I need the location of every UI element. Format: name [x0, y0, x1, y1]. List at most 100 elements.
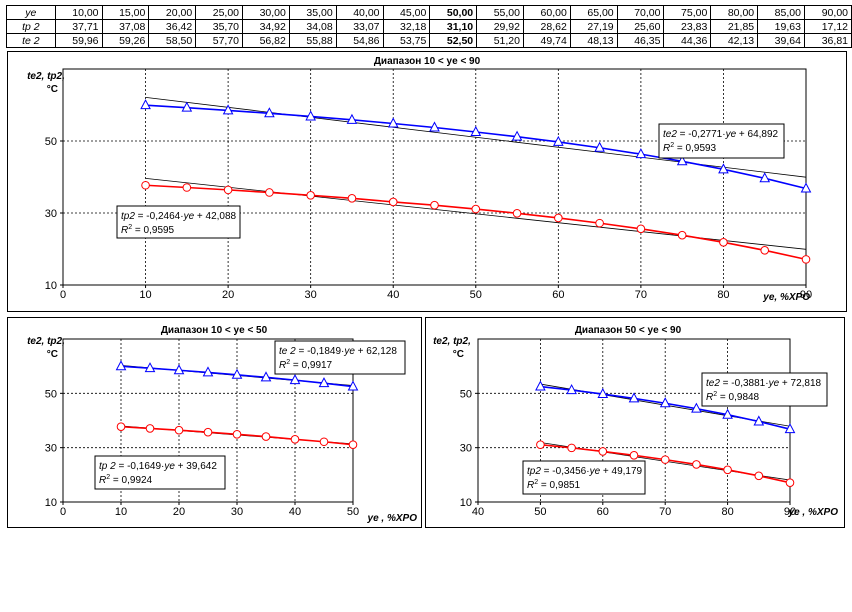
chart-title: Диапазон 10 < ye < 50: [161, 325, 268, 336]
te2-point: [800, 182, 812, 193]
tp2-point: [319, 437, 329, 447]
tp2-point: [536, 440, 545, 449]
table-row: ye 10,00 15,00 20,00 25,00 30,00 35,00 40,00 45,…: [6, 5, 852, 20]
x-tick-label: 50: [347, 506, 359, 518]
y-tick-label: 50: [45, 388, 57, 400]
te2-point: [264, 107, 275, 118]
tp2-point: [203, 427, 213, 437]
chart-title: Диапазон 10 < ye < 90: [374, 56, 481, 67]
te2-point: [181, 101, 193, 112]
te2-point: [718, 163, 729, 174]
table-cell: 59,96: [54, 33, 103, 48]
r-squared-label: R2 = 0,9924: [99, 474, 153, 486]
r-squared-label: R2 = 0,9848: [706, 391, 760, 403]
x-tick-label: 70: [635, 289, 647, 301]
te2-point: [470, 125, 482, 136]
equation-box-frame: [94, 455, 226, 490]
tp2-point: [754, 471, 764, 481]
table-cell: 28,62: [522, 19, 571, 34]
table-cell: 19,63: [757, 19, 805, 34]
table-cell: 15,00: [101, 5, 150, 20]
y-tick-label: 30: [45, 443, 57, 455]
table-cell: 35,00: [288, 5, 337, 20]
y-tick-label: 30: [45, 208, 57, 220]
tp2-point: [348, 440, 358, 449]
table-cell: 55,00: [476, 5, 524, 20]
y-tick-label: 50: [45, 136, 57, 148]
y-axis-label: °C: [47, 349, 58, 360]
table-cell: 46,35: [616, 33, 665, 48]
chart-panel-high: 40 50 60 70 80 90 10 30 50 Диапазон 50 < ye < 90 t…: [425, 317, 845, 528]
plot-area: [62, 68, 807, 286]
table-cell: 52,50: [429, 33, 478, 48]
tp2-point: [554, 213, 563, 223]
x-axis-label: ye , %ХРО: [367, 513, 418, 524]
x-axis-label: ye, %ХРО: [762, 292, 810, 303]
tp2-point: [116, 422, 126, 432]
x-tick-label: 30: [305, 289, 317, 301]
tp2-point: [145, 424, 155, 433]
table-cell: 35,70: [195, 19, 244, 34]
table-cell: 55,88: [288, 33, 337, 48]
table-cell: 85,00: [757, 5, 805, 20]
r-squared-label: R2 = 0,9851: [527, 479, 581, 491]
y-tick-label: 10: [45, 280, 57, 292]
x-tick-label: 10: [139, 289, 151, 301]
table-cell: 34,92: [242, 19, 290, 34]
x-tick-label: 80: [721, 506, 733, 518]
table-cell: 59,26: [101, 33, 150, 48]
x-tick-label: 60: [597, 506, 609, 518]
chart-title: Диапазон 50 < ye < 90: [575, 325, 682, 336]
x-tick-label: 40: [472, 506, 484, 518]
table-cell: 53,75: [382, 33, 431, 48]
te2-point: [535, 380, 546, 391]
tp2-point: [232, 430, 242, 439]
table-cell: 36,42: [148, 19, 197, 34]
table-cell: 44,36: [663, 33, 712, 48]
y-axis-label: te2, tp2,: [433, 336, 471, 347]
y-tick-label: 30: [460, 443, 472, 455]
row-header: tp 2: [6, 19, 56, 34]
table-cell: 54,86: [335, 33, 384, 48]
r-squared-label: R2 = 0,9595: [121, 224, 175, 236]
tp2-point: [567, 443, 576, 453]
tp2-point: [677, 230, 687, 240]
te2-equation-box: te 2 = -0,1849·ye + 62,128 R2 = 0,9917: [274, 340, 406, 375]
tp2-point: [347, 194, 357, 203]
row-header: ye: [6, 5, 56, 20]
tp2-point: [723, 465, 732, 475]
y-axis-label: °C: [453, 349, 464, 360]
te2-point: [305, 110, 316, 121]
table-cell: 70,00: [616, 5, 665, 20]
tp2-point: [471, 204, 481, 214]
equation-box-frame: [522, 460, 646, 495]
y-tick-label: 10: [45, 497, 57, 509]
table-cell: 56,82: [242, 33, 290, 48]
y-tick-label: 10: [460, 497, 472, 509]
te2-point: [628, 392, 640, 403]
te2-point: [594, 141, 605, 152]
table-cell: 57,70: [195, 33, 244, 48]
x-tick-label: 80: [717, 289, 729, 301]
trendline-equation: te2 = -0,3881·ye + 72,818: [706, 378, 822, 389]
te2-point: [144, 362, 156, 373]
equation-box-frame: [701, 372, 828, 407]
table-cell: 37,71: [54, 19, 103, 34]
tp2-point: [598, 447, 608, 456]
te2-point: [784, 423, 796, 434]
te2-equation-box: te2 = -0,2771·ye + 64,892 R2 = 0,9593: [658, 123, 785, 159]
table-cell: 75,00: [663, 5, 712, 20]
tp2-point: [512, 208, 522, 218]
table-cell: 80,00: [710, 5, 759, 20]
te2-point: [231, 368, 243, 379]
te2-point: [597, 387, 609, 399]
x-axis-label: ye , %ХРО: [788, 507, 839, 518]
te2-point: [511, 130, 523, 141]
te2-point: [115, 360, 127, 371]
trendline-equation: tp 2 = -0,1649·ye + 39,642: [99, 461, 217, 472]
te2-point: [553, 135, 564, 146]
x-tick-label: 20: [222, 289, 234, 301]
table-cell: 32,18: [382, 19, 431, 34]
tp2-point: [306, 190, 315, 200]
